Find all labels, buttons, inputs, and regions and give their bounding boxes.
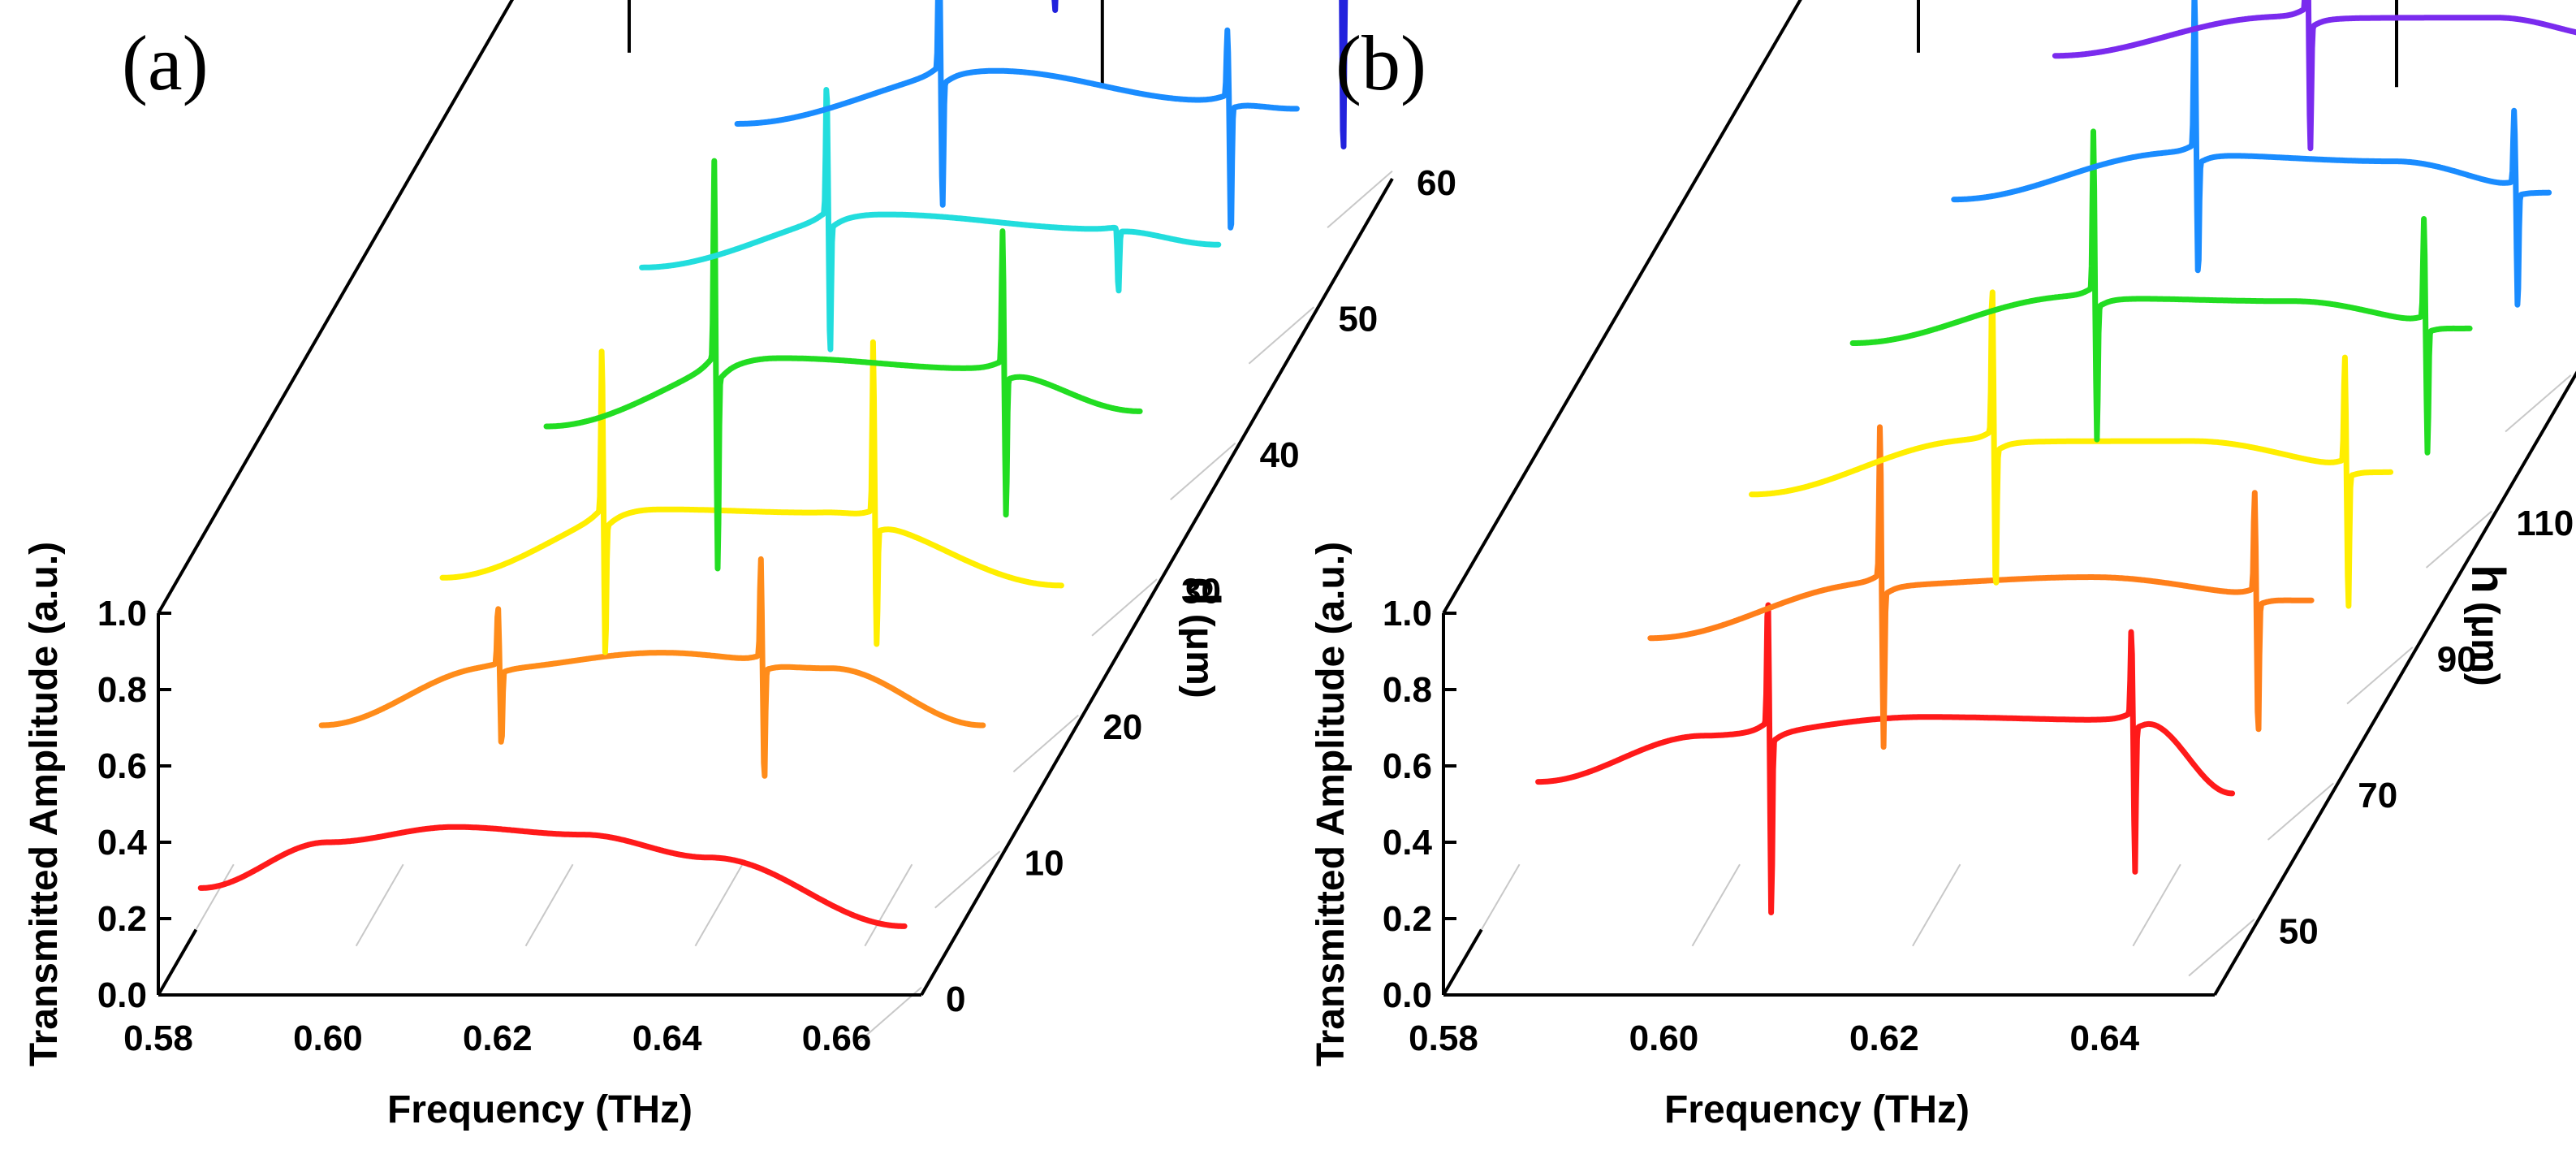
x-axis-title: Frequency (THz)	[1664, 1088, 1970, 1131]
floor-gridline	[864, 863, 913, 947]
panel-label: (b)	[1335, 19, 1426, 106]
z-tick-label: 110	[2516, 504, 2574, 543]
x-tick-label: 0.62	[463, 1018, 533, 1058]
x-tick-label: 0.58	[1409, 1018, 1478, 1058]
floor-gridline	[2188, 919, 2255, 977]
floor-gridline	[934, 850, 1001, 909]
panel-label: (a)	[122, 19, 209, 106]
z-axis-title-letter: h	[2462, 564, 2514, 593]
floor-gridline	[2267, 782, 2334, 841]
y-tick-label: 0.8	[97, 670, 147, 710]
x-axis-title: Frequency (THz)	[387, 1088, 693, 1131]
y-tick-label: 0.4	[97, 823, 148, 863]
series-line	[1051, 0, 1348, 149]
floor-gridline	[2425, 510, 2492, 569]
z-tick-label: 90	[2437, 639, 2477, 679]
z-tick-label: 20	[1102, 707, 1142, 747]
panel-a: 0.00.20.40.60.81.00.58 0.60 0.62 0.64 0.6601…	[23, 0, 1456, 1131]
z-tick-label: 50	[1338, 300, 1378, 339]
x-tick-label: 0.64	[2069, 1018, 2139, 1058]
floor-gridline	[1327, 170, 1393, 229]
z-tick-label: 60	[1417, 163, 1456, 203]
y-tick-label: 0.0	[1383, 975, 1432, 1015]
floor-gridline	[2505, 374, 2572, 433]
series-line	[1849, 128, 2473, 456]
series-line	[639, 87, 1222, 352]
y-axis-title: Transmitted Amplitude (a.u.)	[1310, 542, 1353, 1066]
y-tick-label: 0.4	[1383, 823, 1433, 863]
floor-gridline	[1170, 442, 1236, 501]
y-tick-label: 0.2	[1383, 899, 1432, 939]
series-line	[439, 339, 1064, 655]
x-tick-label: 0.60	[293, 1018, 363, 1058]
series-line	[197, 824, 908, 929]
floor-gridline	[856, 986, 922, 1045]
floor-gridline	[1912, 863, 1961, 947]
top-depth-edge	[1442, 0, 1802, 615]
series-line	[318, 556, 986, 779]
top-depth-edge	[157, 0, 515, 614]
y-tick-label: 0.6	[97, 746, 147, 786]
y-tick-label: 0.8	[1383, 670, 1432, 710]
floor-gridline	[1091, 578, 1158, 637]
series-line	[1951, 0, 2552, 308]
x-tick-label: 0.58	[123, 1018, 193, 1058]
x-tick-label: 0.66	[802, 1018, 872, 1058]
floor-depth-stub	[157, 928, 198, 996]
floor-gridline	[1248, 306, 1314, 365]
y-tick-label: 1.0	[97, 594, 147, 634]
z-axis-title: d (μm)	[1176, 577, 1229, 698]
series-line	[2052, 0, 2576, 152]
z-tick-label: 40	[1260, 435, 1300, 475]
series-line	[543, 158, 1143, 572]
x-tick-label: 0.64	[632, 1018, 702, 1058]
y-tick-label: 0.0	[97, 975, 147, 1015]
floor-gridline	[1691, 863, 1741, 947]
z-axis-title-letter: d	[1176, 577, 1229, 605]
floor-gridline	[355, 863, 404, 947]
y-axis-title: Transmitted Amplitude (a.u.)	[23, 542, 66, 1066]
x-tick-label: 0.60	[1629, 1018, 1699, 1058]
y-tick-label: 1.0	[1383, 594, 1432, 634]
z-axis-line	[920, 178, 1394, 996]
floor-gridline	[2132, 863, 2181, 947]
series-line	[734, 0, 1300, 231]
floor-gridline	[524, 863, 574, 947]
z-tick-label: 70	[2358, 776, 2397, 815]
z-axis-line	[2213, 370, 2576, 997]
z-axis-title: h (μm)	[2462, 564, 2514, 685]
z-tick-label: 50	[2279, 911, 2319, 951]
series-line	[1749, 289, 2394, 609]
y-tick-label: 0.6	[1383, 746, 1432, 786]
x-tick-label: 0.62	[1849, 1018, 1919, 1058]
z-tick-label: 0	[946, 980, 965, 1019]
series-line	[1647, 424, 2315, 750]
floor-gridline	[1012, 714, 1079, 773]
floor-depth-stub	[1442, 928, 1483, 997]
z-tick-label: 30	[1181, 572, 1221, 612]
panel-b: 0.0 0.2 0.4 0.6 0.8 1.0 0.58 0.60 0.62 0.64 50 70 90…	[1310, 0, 2576, 1131]
z-axis-title-unit: (μm)	[2463, 602, 2506, 686]
floor-gridline	[2346, 647, 2414, 705]
y-tick-label: 0.2	[97, 899, 147, 939]
z-tick-label: 10	[1025, 844, 1064, 884]
z-axis-title-unit: (μm)	[1178, 614, 1221, 698]
floor-gridline	[694, 863, 744, 947]
